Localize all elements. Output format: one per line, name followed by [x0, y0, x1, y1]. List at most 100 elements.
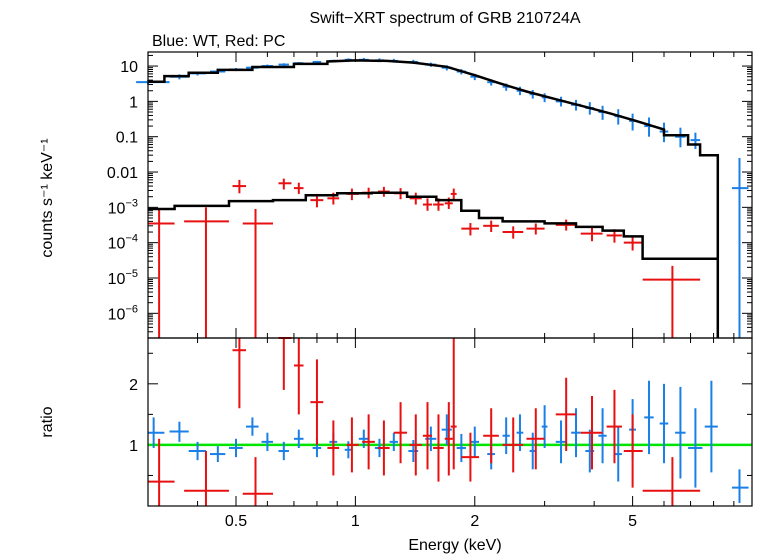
pc-ratio-point	[310, 359, 324, 445]
pc-ratio-point	[148, 438, 175, 506]
wt-ratio-point	[246, 417, 259, 436]
pc-point	[555, 219, 577, 231]
pc-point	[623, 236, 643, 251]
spectrum-ytick-label: 1	[129, 94, 138, 111]
pc-ratio-point	[461, 432, 480, 482]
ratio-ytick-label: 1	[129, 438, 138, 455]
pc-ratio-point	[393, 402, 408, 464]
wt-ratio-point	[614, 426, 622, 482]
wt-ratio-point	[502, 417, 510, 455]
pc-point	[450, 188, 457, 201]
wt-ratio-point	[188, 441, 206, 461]
pc-point	[293, 182, 304, 194]
pc-ratio-point	[242, 457, 274, 506]
wt-ratio-point	[210, 446, 226, 463]
pc-ratio-point	[377, 420, 390, 476]
ratio-ytick-label: 2	[129, 377, 138, 394]
pc-ratio-point	[606, 389, 622, 464]
wt-point	[675, 127, 686, 148]
pc-ratio-point	[642, 457, 701, 506]
pc-point	[184, 207, 229, 338]
pc-point	[278, 178, 292, 190]
pc-point	[148, 208, 175, 338]
wt-point	[690, 132, 701, 149]
wt-ratio-point	[293, 429, 304, 448]
wt-model-line	[148, 59, 720, 338]
ratio-xtick-label: 5	[628, 513, 637, 530]
pc-point	[642, 265, 701, 338]
wt-ratio-point	[261, 432, 274, 452]
spectrum-ytick-label: 10−6	[108, 303, 138, 323]
wt-point	[731, 157, 749, 338]
pc-ratio-point	[502, 417, 524, 473]
pc-ratio-point	[444, 402, 453, 476]
spectrum-panel: 10 1 0.1 0.01 10−3 10−4 10−5 10−6	[107, 51, 753, 339]
pc-ratio-point	[433, 414, 444, 482]
wt-ratio-point	[470, 426, 480, 458]
ratio-frame	[147, 337, 753, 507]
pc-ratio-point	[184, 451, 229, 506]
pc-point	[461, 223, 480, 236]
wt-point	[629, 113, 637, 131]
spectrum-ytick-label: 10−3	[108, 197, 138, 217]
spectrum-ytick-label: 0.01	[107, 165, 138, 182]
pc-point	[242, 208, 274, 338]
wt-ratio-point	[389, 432, 398, 452]
x-axis-label: Energy (keV)	[408, 537, 501, 554]
spectrum-ytick-label: 10	[120, 59, 138, 76]
pc-ratio-point	[422, 402, 432, 470]
ratio-panel: 1 2 0.5 1 2 5	[129, 337, 753, 530]
spectrum-ytick-label: 10−4	[108, 233, 138, 253]
pc-ratio-point	[580, 396, 603, 470]
spectrum-ytick-label-exponent: −5	[125, 268, 138, 280]
pc-ratio-point	[327, 420, 340, 476]
pc-ratio-point	[526, 408, 545, 470]
pc-ratio-point	[409, 414, 422, 476]
wt-ratio-point	[169, 421, 189, 442]
wt-ratio-point	[571, 408, 581, 458]
wt-ratio-point	[358, 429, 369, 448]
wt-ratio-point	[228, 438, 243, 458]
spectrum-ytick-label: 0.1	[116, 130, 138, 147]
wt-ratio-point	[659, 383, 669, 464]
chart-title: Swift−XRT spectrum of GRB 210724A	[309, 10, 580, 27]
wt-ratio-point	[541, 405, 548, 448]
pc-ratio-point	[483, 408, 499, 464]
bottom-y-axis-label: ratio	[39, 406, 56, 437]
pc-point	[422, 198, 432, 211]
wt-ratio-point	[441, 414, 452, 445]
ratio-xtick-label: 0.5	[225, 513, 247, 530]
spectrum-ytick-label-exponent: −3	[125, 197, 138, 209]
pc-point	[526, 223, 545, 235]
wt-point	[278, 63, 289, 67]
ratio-xtick-label: 1	[351, 513, 360, 530]
spectrum-ytick-label-exponent: −4	[125, 233, 138, 245]
spectrum-ytick-label: 10−5	[108, 268, 138, 288]
ratio-xtick-label: 2	[470, 513, 479, 530]
chart-subtitle: Blue: WT, Red: PC	[152, 33, 285, 50]
spectrum-frame	[147, 51, 753, 339]
wt-ratio-point	[688, 408, 703, 488]
pc-ratio-point	[450, 338, 457, 470]
pc-ratio-point	[362, 414, 375, 470]
pc-point	[483, 220, 499, 233]
pc-ratio-point	[623, 414, 643, 488]
pc-point	[580, 228, 603, 242]
wt-ratio-point	[704, 380, 718, 473]
wt-ratio-point	[148, 417, 165, 448]
wt-ratio-point	[598, 408, 607, 464]
pc-point	[409, 192, 422, 205]
wt-ratio-point	[731, 469, 749, 503]
pc-ratio-point	[346, 417, 359, 473]
pc-ratio-point	[555, 377, 577, 452]
pc-ratio-point	[278, 337, 292, 390]
pc-point	[502, 226, 524, 239]
wt-ratio-point	[675, 386, 686, 479]
spectrum-ytick-label-exponent: −6	[125, 303, 138, 315]
pc-model-line	[148, 191, 718, 261]
pc-point	[232, 179, 247, 194]
pc-ratio-point	[293, 338, 304, 415]
top-y-axis-label: counts s⁻¹ keV⁻¹	[39, 138, 56, 257]
